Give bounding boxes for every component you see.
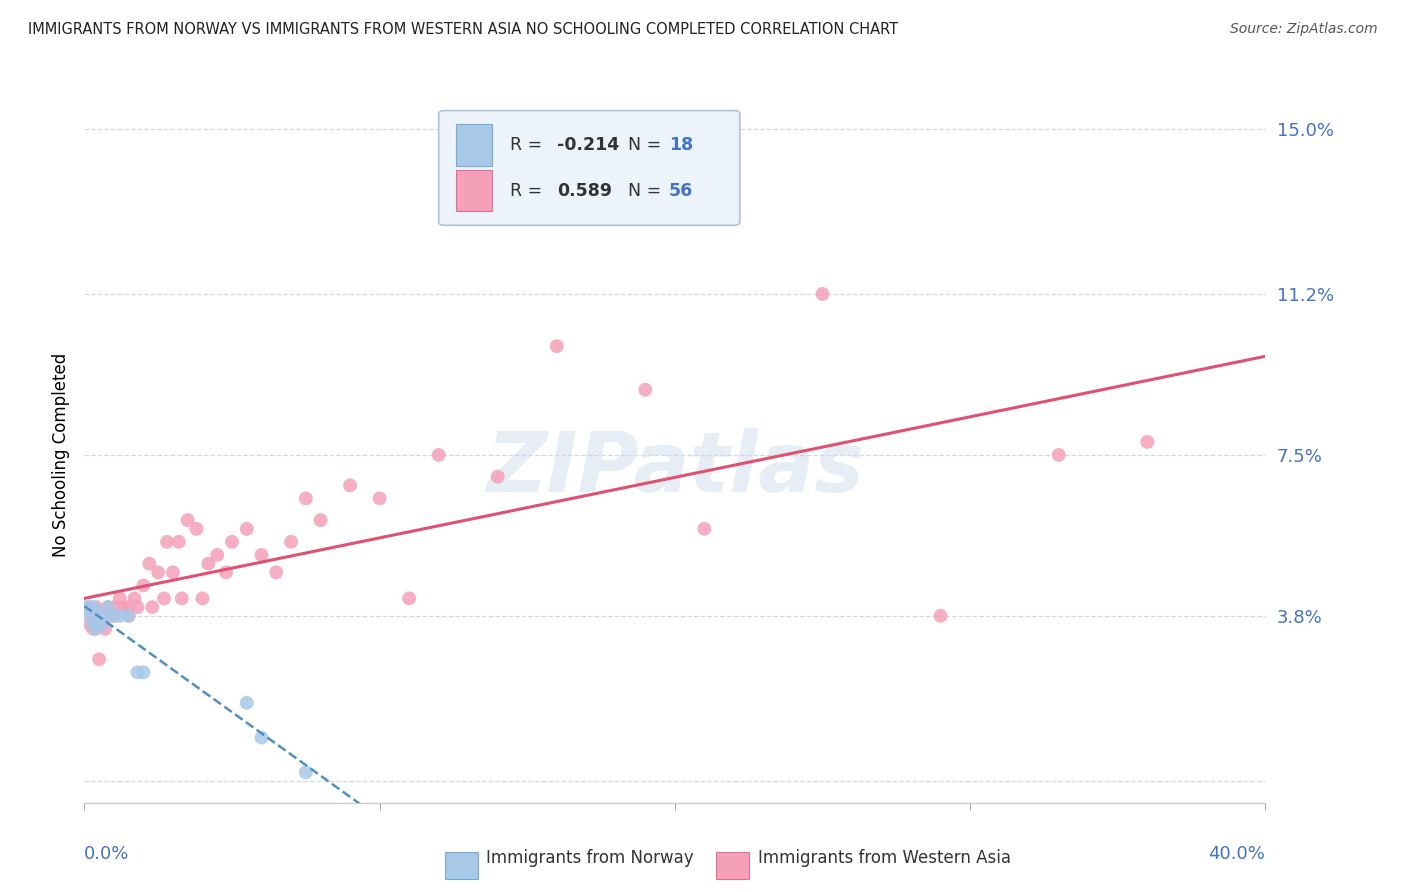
Text: -0.214: -0.214 bbox=[557, 136, 619, 154]
Point bbox=[79, 608, 101, 623]
Point bbox=[84, 622, 107, 636]
Text: N =: N = bbox=[627, 182, 666, 200]
Point bbox=[1136, 434, 1159, 449]
FancyBboxPatch shape bbox=[444, 852, 478, 880]
Point bbox=[132, 578, 155, 592]
Point bbox=[82, 600, 104, 615]
Point bbox=[82, 622, 104, 636]
Point bbox=[108, 591, 131, 606]
Point bbox=[97, 600, 120, 615]
Point bbox=[94, 608, 117, 623]
Point bbox=[103, 608, 125, 623]
Point bbox=[295, 765, 318, 780]
Point bbox=[177, 513, 200, 527]
Point bbox=[1047, 448, 1070, 462]
Point bbox=[79, 608, 101, 623]
Point bbox=[153, 591, 176, 606]
Point bbox=[108, 608, 131, 623]
Point bbox=[309, 513, 332, 527]
Point bbox=[76, 600, 98, 615]
FancyBboxPatch shape bbox=[457, 169, 492, 211]
Text: R =: R = bbox=[509, 182, 547, 200]
Point bbox=[94, 608, 117, 623]
Point bbox=[167, 534, 190, 549]
Point bbox=[103, 600, 125, 615]
Point bbox=[87, 608, 111, 623]
Point bbox=[103, 608, 125, 623]
Point bbox=[124, 591, 146, 606]
Point bbox=[235, 696, 259, 710]
Point bbox=[148, 566, 170, 580]
Point bbox=[141, 600, 163, 615]
Point bbox=[82, 608, 104, 623]
Point bbox=[87, 617, 111, 632]
Point bbox=[91, 617, 114, 632]
Point bbox=[295, 491, 318, 506]
Point bbox=[634, 383, 657, 397]
Point bbox=[221, 534, 243, 549]
Text: Source: ZipAtlas.com: Source: ZipAtlas.com bbox=[1230, 22, 1378, 37]
Text: 0.589: 0.589 bbox=[557, 182, 612, 200]
Point bbox=[76, 600, 98, 615]
Point bbox=[811, 287, 834, 301]
Point bbox=[79, 600, 101, 615]
Text: Immigrants from Norway: Immigrants from Norway bbox=[486, 849, 693, 867]
Point bbox=[929, 608, 952, 623]
Text: 0.0%: 0.0% bbox=[84, 845, 129, 863]
Point bbox=[127, 665, 149, 680]
Text: 40.0%: 40.0% bbox=[1209, 845, 1265, 863]
Point bbox=[264, 566, 288, 580]
Point bbox=[118, 608, 141, 623]
Point bbox=[132, 665, 155, 680]
Point bbox=[339, 478, 361, 492]
FancyBboxPatch shape bbox=[457, 125, 492, 166]
Point bbox=[100, 608, 122, 623]
Text: 18: 18 bbox=[669, 136, 693, 154]
Point bbox=[368, 491, 391, 506]
Point bbox=[118, 600, 141, 615]
Point bbox=[87, 652, 111, 666]
Point bbox=[138, 557, 160, 571]
Point bbox=[191, 591, 214, 606]
Text: 56: 56 bbox=[669, 182, 693, 200]
Point bbox=[280, 534, 302, 549]
Point bbox=[486, 469, 509, 483]
Point bbox=[693, 522, 716, 536]
Point bbox=[97, 600, 120, 615]
Point bbox=[82, 617, 104, 632]
Point bbox=[111, 600, 134, 615]
Point bbox=[84, 617, 107, 632]
Point bbox=[162, 566, 184, 580]
Point bbox=[215, 566, 238, 580]
Point bbox=[398, 591, 420, 606]
Point bbox=[156, 534, 179, 549]
FancyBboxPatch shape bbox=[716, 852, 749, 880]
Point bbox=[427, 448, 450, 462]
Text: ZIPatlas: ZIPatlas bbox=[486, 428, 863, 509]
Point bbox=[118, 608, 141, 623]
Point bbox=[94, 622, 117, 636]
Point bbox=[546, 339, 568, 353]
Text: IMMIGRANTS FROM NORWAY VS IMMIGRANTS FROM WESTERN ASIA NO SCHOOLING COMPLETED CO: IMMIGRANTS FROM NORWAY VS IMMIGRANTS FRO… bbox=[28, 22, 898, 37]
Point bbox=[250, 731, 273, 745]
Text: N =: N = bbox=[627, 136, 666, 154]
FancyBboxPatch shape bbox=[439, 111, 740, 226]
Point bbox=[235, 522, 259, 536]
Text: R =: R = bbox=[509, 136, 547, 154]
Y-axis label: No Schooling Completed: No Schooling Completed bbox=[52, 353, 70, 557]
Point bbox=[91, 608, 114, 623]
Point bbox=[250, 548, 273, 562]
Point bbox=[197, 557, 219, 571]
Point bbox=[127, 600, 149, 615]
Text: Immigrants from Western Asia: Immigrants from Western Asia bbox=[758, 849, 1011, 867]
Point bbox=[186, 522, 208, 536]
Point bbox=[84, 600, 107, 615]
Point bbox=[79, 617, 101, 632]
Point bbox=[205, 548, 228, 562]
Point bbox=[170, 591, 193, 606]
